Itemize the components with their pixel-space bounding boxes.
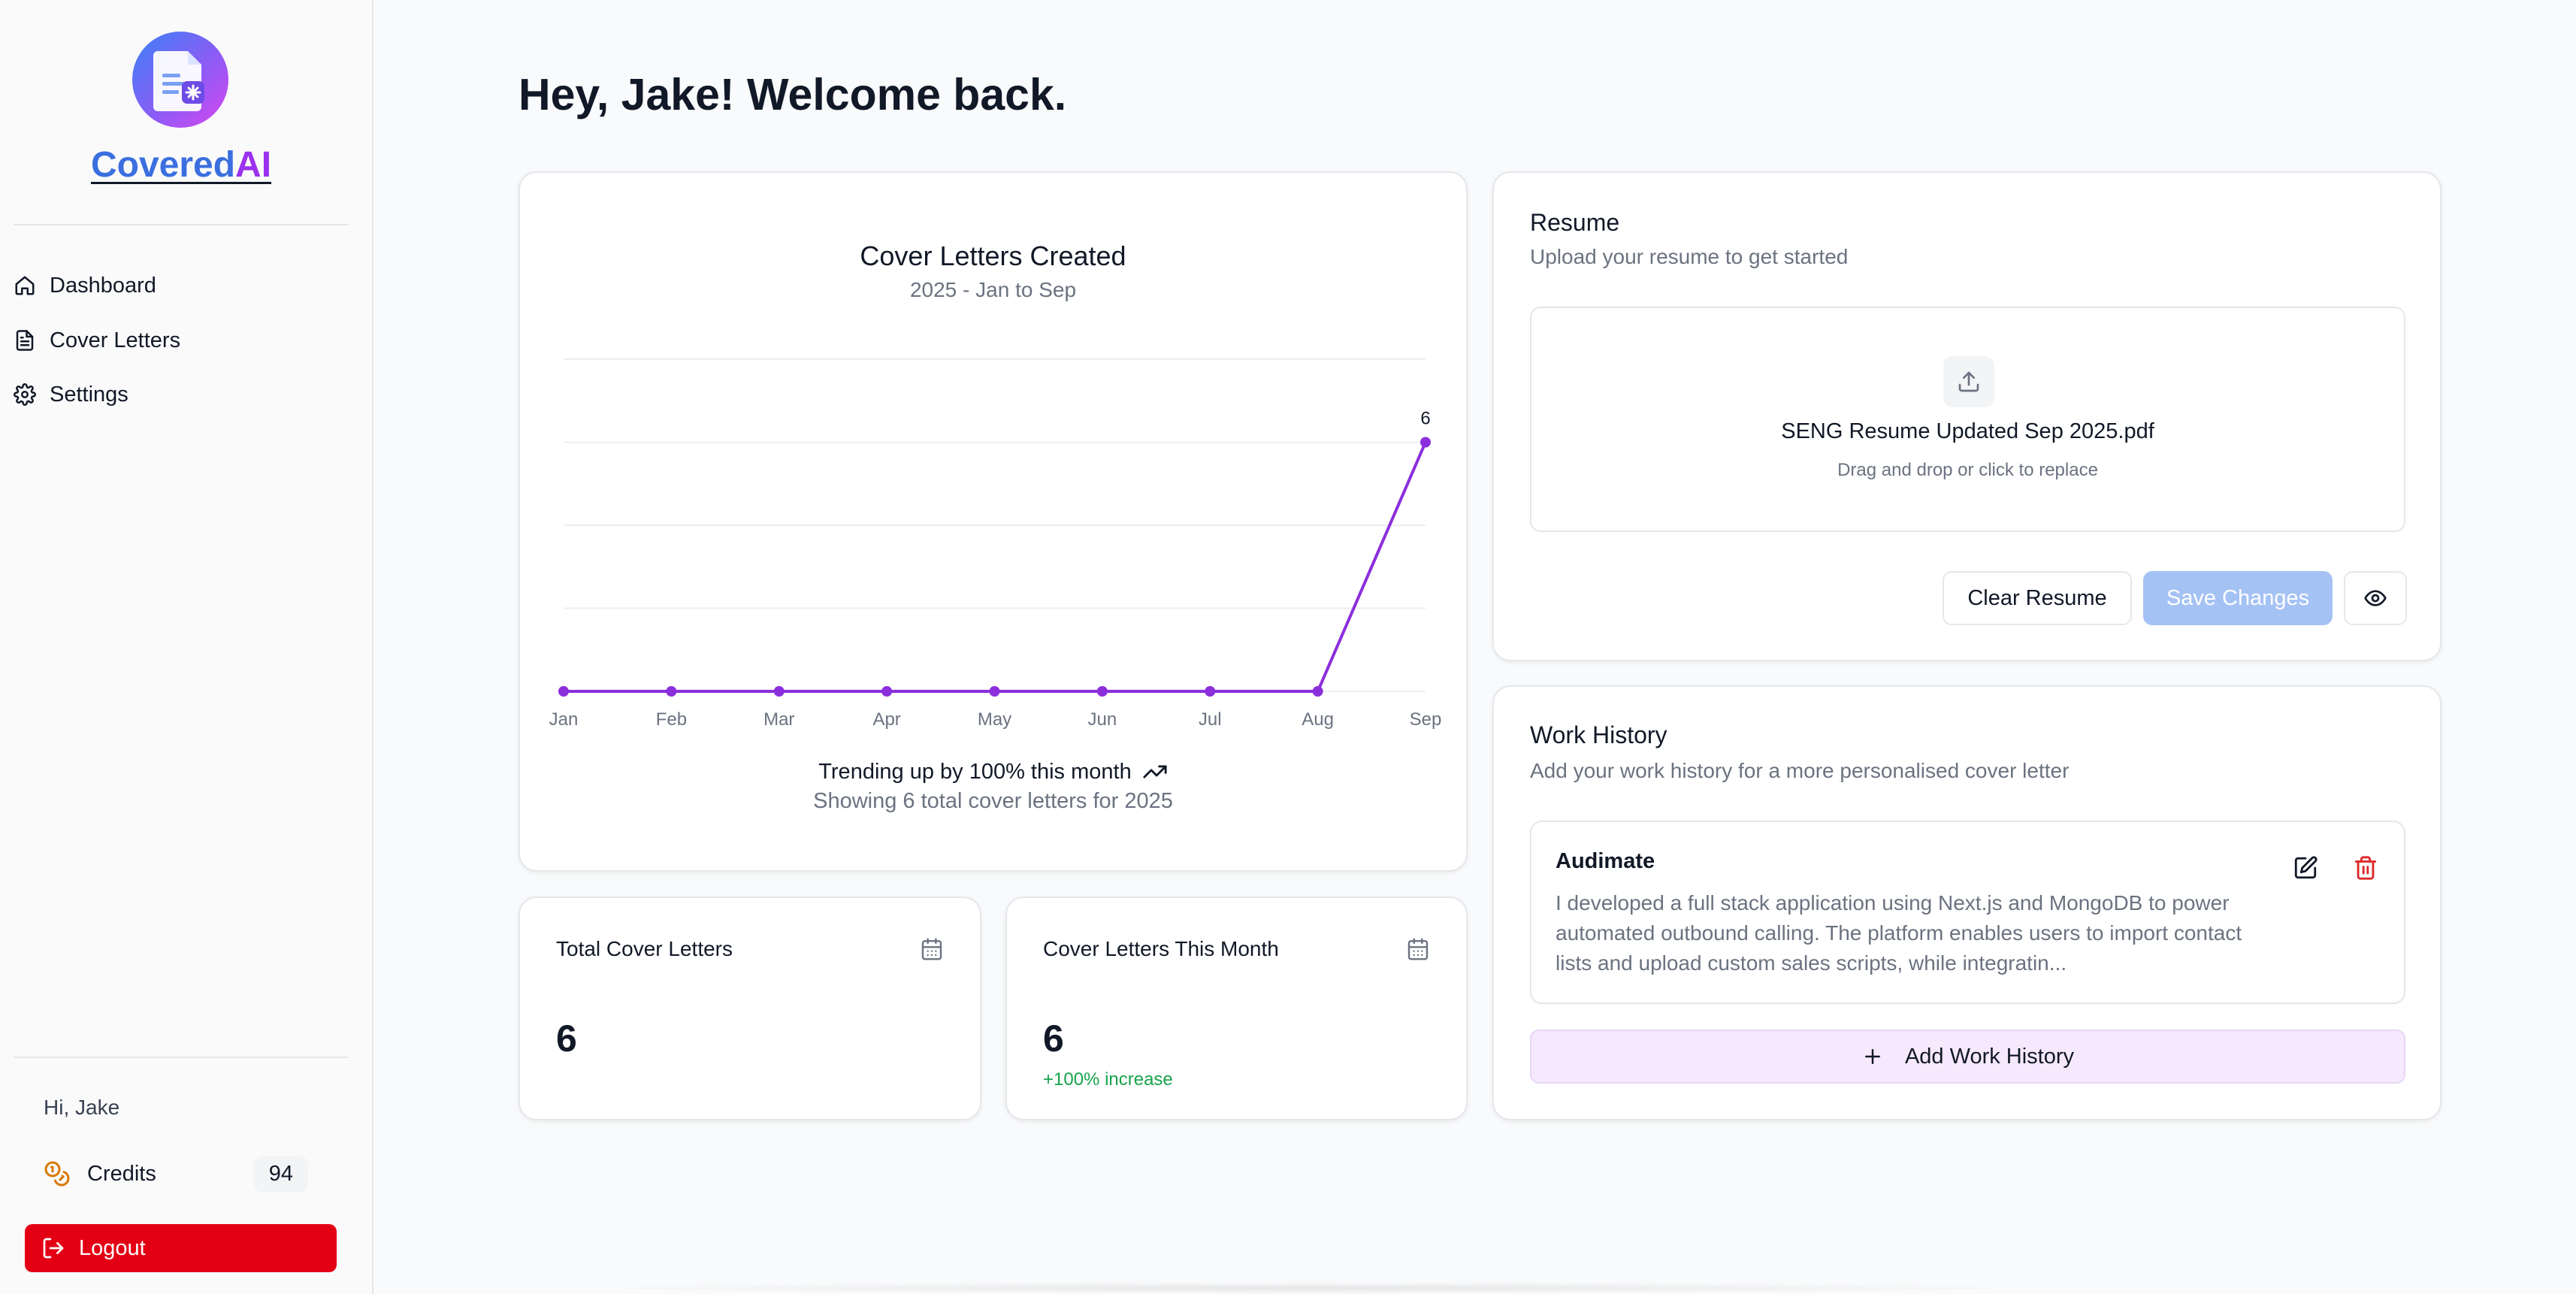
page-title: Hey, Jake! Welcome back. xyxy=(519,70,1067,119)
chart-title: Cover Letters Created xyxy=(860,240,1126,271)
calendar-icon xyxy=(1407,938,1429,960)
x-tick-label: Feb xyxy=(656,709,687,730)
stat-card-total: Total Cover Letters 6 xyxy=(519,896,981,1120)
edit-icon[interactable] xyxy=(2293,855,2318,881)
brand-name-part1: Covered xyxy=(90,145,236,185)
x-tick-label: Apr xyxy=(872,709,900,730)
resume-subtitle: Upload your resume to get started xyxy=(1530,245,1849,268)
trash-icon[interactable] xyxy=(2353,855,2378,881)
coins-icon xyxy=(44,1161,70,1187)
stat-label: Cover Letters This Month xyxy=(1043,937,1279,960)
data-point xyxy=(666,686,677,697)
credits-count-badge: 94 xyxy=(253,1155,308,1193)
x-tick-label: May xyxy=(978,709,1011,730)
trend-text: Trending up by 100% this month xyxy=(520,759,1466,785)
sidebar-item-label: Cover Letters xyxy=(50,328,181,352)
x-tick-label: Mar xyxy=(763,709,794,730)
credits-label: Credits xyxy=(87,1161,156,1186)
resume-card: Resume Upload your resume to get started… xyxy=(1492,171,2441,661)
upload-button[interactable] xyxy=(1943,356,1994,407)
logout-button[interactable]: Logout xyxy=(25,1224,337,1272)
trend-label: Trending up by 100% this month xyxy=(818,759,1132,784)
resume-file-name: SENG Resume Updated Sep 2025.pdf xyxy=(1781,419,2154,443)
series-line xyxy=(564,441,1427,693)
sidebar-item-settings[interactable]: Settings xyxy=(14,372,349,417)
work-history-company: Audimate xyxy=(1556,849,1655,873)
data-label: 6 xyxy=(1420,409,1430,429)
work-history-title: Work History xyxy=(1530,721,1667,748)
stat-change: +100% increase xyxy=(1043,1069,1173,1090)
stat-value: 6 xyxy=(556,1017,577,1060)
logout-icon xyxy=(43,1238,64,1259)
stat-card-this-month: Cover Letters This Month 6 +100% increas… xyxy=(1005,896,1468,1120)
x-tick-label: Jan xyxy=(549,709,579,730)
bottom-shadow xyxy=(556,1282,2059,1294)
data-point xyxy=(1205,686,1216,697)
sidebar-item-label: Settings xyxy=(50,382,128,407)
data-point xyxy=(1312,686,1323,697)
data-point xyxy=(881,686,893,697)
work-history-description: I developed a full stack application usi… xyxy=(1556,891,2242,975)
plus-icon xyxy=(1864,1049,1880,1064)
logout-label: Logout xyxy=(79,1235,146,1260)
data-point xyxy=(1420,437,1431,448)
work-history-item[interactable]: Audimate I developed a full stack applic… xyxy=(1530,821,2405,1004)
upload-icon xyxy=(1958,371,1979,392)
chart-card: Cover Letters Created 2025 - Jan to Sep … xyxy=(519,171,1468,872)
credits-row[interactable]: Credits 94 xyxy=(44,1151,308,1196)
gear-icon xyxy=(14,383,36,406)
preview-resume-button[interactable] xyxy=(2344,571,2407,625)
sidebar-item-cover-letters[interactable]: Cover Letters xyxy=(14,318,349,363)
data-point xyxy=(558,686,569,697)
resume-title: Resume xyxy=(1530,209,1620,236)
home-icon xyxy=(15,276,35,295)
logo xyxy=(132,32,228,128)
file-text-icon xyxy=(16,330,34,351)
work-history-subtitle: Add your work history for a more persona… xyxy=(1530,759,2070,782)
logo-document-icon xyxy=(153,51,204,111)
user-greeting: Hi, Jake xyxy=(44,1096,120,1119)
save-changes-button[interactable]: Save Changes xyxy=(2143,571,2333,625)
brand-name[interactable]: CoveredAI xyxy=(0,144,362,186)
sidebar-item-label: Dashboard xyxy=(50,273,156,298)
trending-up-icon xyxy=(1143,765,1167,779)
sidebar: CoveredAI Dashboard Cover Letters Settin… xyxy=(0,0,373,1294)
clear-resume-button[interactable]: Clear Resume xyxy=(1943,571,2132,625)
data-point xyxy=(773,686,785,697)
brand-name-part2: AI xyxy=(235,145,272,185)
sidebar-item-dashboard[interactable]: Dashboard xyxy=(14,263,349,308)
data-point xyxy=(1096,686,1108,697)
sidebar-divider-bottom xyxy=(14,1057,349,1058)
work-history-card: Work History Add your work history for a… xyxy=(1492,685,2441,1120)
x-tick-label: Jul xyxy=(1199,709,1222,730)
calendar-icon xyxy=(921,938,942,960)
chart-subtitle: 2025 - Jan to Sep xyxy=(909,278,1077,301)
eye-icon xyxy=(2364,590,2387,606)
add-work-history-button[interactable]: Add Work History xyxy=(1530,1029,2405,1084)
x-tick-label: Aug xyxy=(1302,709,1334,730)
chart-footer: Showing 6 total cover letters for 2025 xyxy=(813,789,1173,813)
sidebar-divider-top xyxy=(14,224,349,225)
line-chart: Jan Feb Mar Apr May Jun Jul Aug Sep 6 xyxy=(549,358,1442,730)
dropzone-hint: Drag and drop or click to replace xyxy=(1837,460,2098,480)
data-point xyxy=(989,686,1000,697)
stat-label: Total Cover Letters xyxy=(556,937,733,960)
resume-dropzone[interactable]: SENG Resume Updated Sep 2025.pdf Drag an… xyxy=(1530,307,2405,532)
x-tick-label: Sep xyxy=(1410,709,1442,730)
x-tick-label: Jun xyxy=(1088,709,1117,730)
stat-value: 6 xyxy=(1043,1017,1064,1060)
add-work-history-label: Add Work History xyxy=(1904,1044,2075,1069)
